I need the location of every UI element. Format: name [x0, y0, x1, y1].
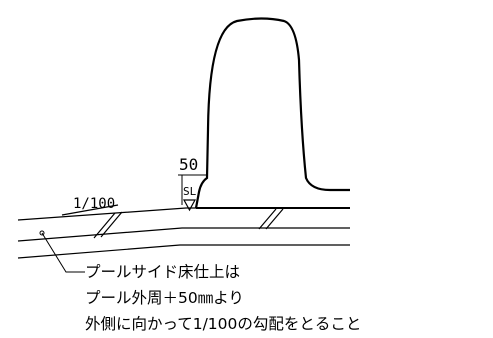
floor-finish-line: [17, 207, 350, 221]
note-line-2: プール外周＋50㎜より: [85, 289, 244, 307]
leader-line: [41, 232, 85, 273]
hatch-mark-left: [93, 211, 123, 239]
level-triangle-icon: [182, 199, 197, 212]
coping-profile: [194, 17, 350, 209]
slope-label: 1/100: [73, 196, 115, 212]
slope-indicator-line: [61, 204, 119, 216]
note-line-1: プールサイド床仕上は: [85, 263, 241, 281]
note-line-3: 外側に向かって1/100の勾配をとること: [85, 315, 362, 333]
floor-layer-line: [17, 227, 350, 242]
floor-base-line: [17, 244, 350, 259]
dimension-50-label: 50: [179, 155, 198, 174]
hatch-mark-right: [258, 208, 284, 230]
sl-marker-label: SL: [183, 185, 197, 198]
